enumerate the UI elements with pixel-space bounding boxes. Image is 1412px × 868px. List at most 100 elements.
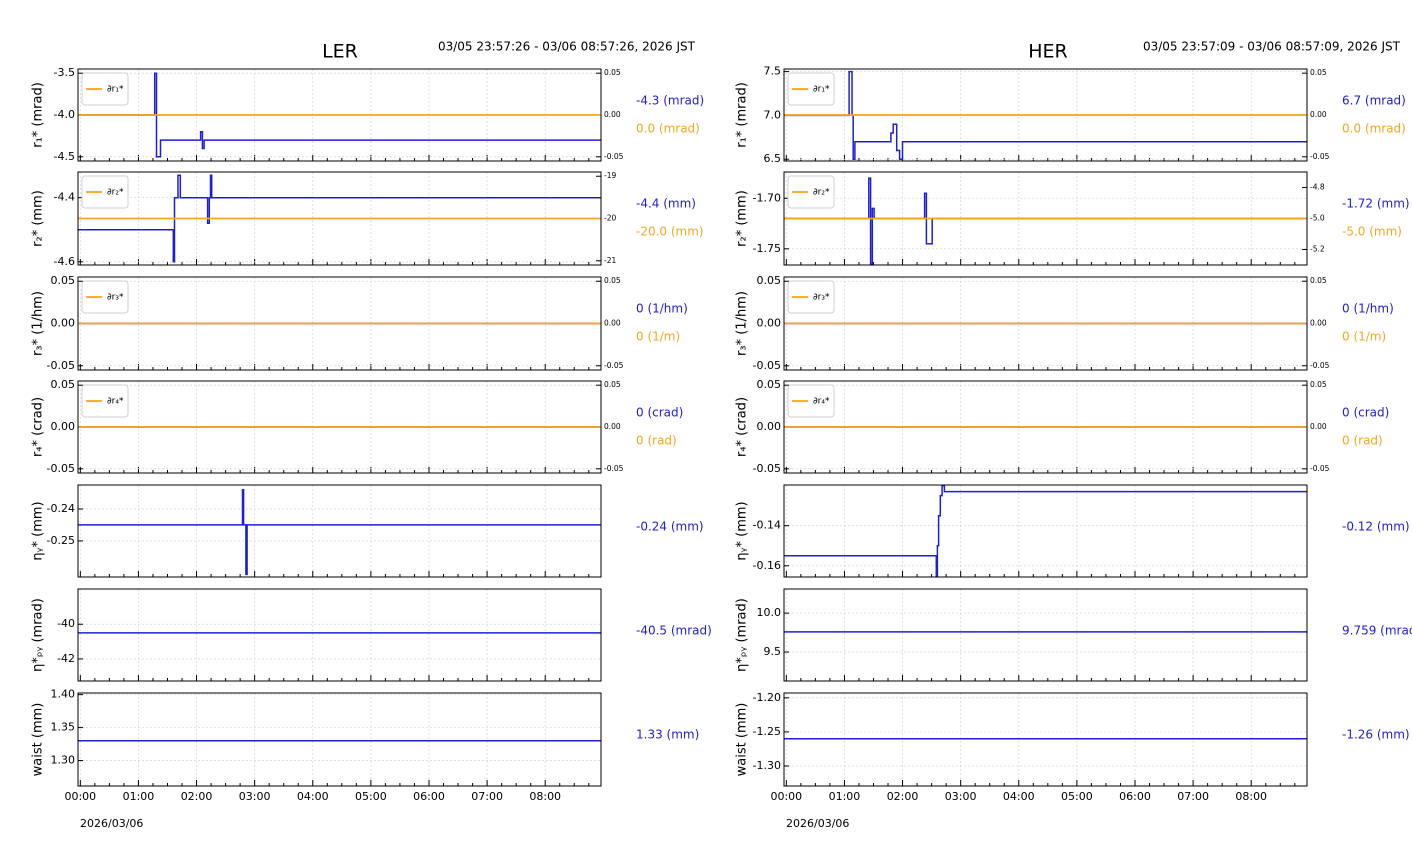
- y-tick-label: -0.05: [47, 359, 75, 372]
- y-axis-label: η*ₚᵧ (mrad): [31, 598, 46, 672]
- x-tick-label: 07:00: [1177, 790, 1209, 803]
- y2-tick-label: 0.05: [1310, 380, 1327, 389]
- panel-ler: LER 03/05 23:57:26 - 03/06 08:57:26, 2026…: [31, 40, 712, 831]
- y-tick-label: -1.70: [753, 191, 781, 204]
- plot-frame: [784, 589, 1307, 681]
- current-value: -40.5 (mrad): [636, 624, 712, 638]
- legend-label: ∂r₁*: [107, 85, 124, 95]
- reference-value: 0 (1/m): [1342, 330, 1386, 344]
- y2-tick-label: 0.00: [604, 110, 621, 119]
- y2-tick-label: -19: [604, 171, 616, 180]
- legend-label: ∂r₃*: [107, 293, 124, 303]
- time-range: 03/05 23:57:26 - 03/06 08:57:26, 2026 JS…: [438, 40, 696, 54]
- y2-tick-label: 0.05: [604, 380, 621, 389]
- current-value: -0.24 (mm): [636, 520, 704, 534]
- x-tick-label: 02:00: [181, 790, 213, 803]
- y-axis-label: r₁* (mrad): [31, 82, 46, 148]
- y-axis-label: r₁* (mrad): [735, 82, 750, 148]
- x-tick-label: 00:00: [64, 790, 96, 803]
- x-tick-label: 00:00: [770, 790, 802, 803]
- x-tick-label: 08:00: [529, 790, 561, 803]
- legend: ∂r₃*: [82, 281, 128, 313]
- x-tick-label: 08:00: [1235, 790, 1267, 803]
- y-tick-label: 7.0: [764, 108, 782, 121]
- y-tick-label: -4.6: [54, 255, 75, 268]
- y2-tick-label: -0.05: [1310, 361, 1330, 370]
- y-tick-label: -0.25: [47, 534, 75, 547]
- time-range: 03/05 23:57:09 - 03/06 08:57:09, 2026 JS…: [1143, 40, 1401, 54]
- current-value: -0.12 (mm): [1342, 520, 1410, 534]
- x-tick-label: 06:00: [1119, 790, 1151, 803]
- subplot-3: 0.050.00-0.050.050.00-0.05∂r₃*r₃* (1/hm)…: [31, 274, 688, 372]
- y-tick-label: -0.05: [753, 359, 781, 372]
- plot-frame: [784, 693, 1307, 786]
- y-tick-label: 6.5: [764, 152, 782, 165]
- current-value: 6.7 (mrad): [1342, 94, 1406, 108]
- subplot-6: 10.09.5η*ₚᵧ (mrad)9.759 (mrad): [735, 589, 1412, 681]
- subplot-2: -1.70-1.75-4.8-5.0-5.2∂r₂*r₂* (mm)-1.72 …: [735, 172, 1410, 265]
- y-tick-label: 0.00: [757, 317, 782, 330]
- y-axis-label: r₄* (crad): [31, 397, 46, 457]
- y-tick-label: -0.16: [753, 559, 781, 572]
- current-value: 0 (1/hm): [1342, 302, 1394, 316]
- y2-tick-label: 0.00: [1310, 319, 1327, 328]
- y-axis-label: ηᵧ* (mm): [735, 501, 750, 560]
- current-value: -4.4 (mm): [636, 197, 696, 211]
- x-tick-label: 03:00: [239, 790, 271, 803]
- x-tick-label: 04:00: [1003, 790, 1035, 803]
- y-tick-label: 0.00: [51, 317, 76, 330]
- x-tick-label: 05:00: [1061, 790, 1093, 803]
- legend-label: ∂r₄*: [813, 397, 830, 407]
- y-tick-label: 0.05: [757, 378, 782, 391]
- reference-value: 0 (rad): [636, 434, 677, 448]
- subplot-6: -40-42η*ₚᵧ (mrad)-40.5 (mrad): [31, 589, 712, 681]
- y-tick-label: -4.0: [54, 108, 75, 121]
- date-label: 2026/03/06: [786, 817, 849, 830]
- y-axis-label: r₃* (1/hm): [735, 291, 750, 356]
- reference-value: 0 (1/m): [636, 330, 680, 344]
- y-tick-label: 0.00: [51, 420, 76, 433]
- current-value: -1.72 (mm): [1342, 197, 1410, 211]
- subplot-4: 0.050.00-0.050.050.00-0.05∂r₄*r₄* (crad)…: [735, 378, 1390, 475]
- y2-tick-label: -0.05: [604, 152, 624, 161]
- y2-tick-label: -5.2: [1310, 245, 1325, 254]
- legend: ∂r₁*: [788, 73, 834, 105]
- x-tick-label: 07:00: [471, 790, 503, 803]
- y-tick-label: -3.5: [54, 66, 75, 79]
- y2-tick-label: 0.05: [1310, 276, 1327, 285]
- y2-tick-label: -21: [604, 256, 616, 265]
- legend-label: ∂r₂*: [813, 188, 830, 198]
- y-tick-label: -4.5: [54, 150, 75, 163]
- legend: ∂r₂*: [82, 176, 128, 208]
- y-axis-label: η*ₚᵧ (mrad): [735, 598, 750, 672]
- legend-label: ∂r₂*: [107, 188, 124, 198]
- y-tick-label: -1.20: [753, 691, 781, 704]
- y2-tick-label: 0.00: [604, 422, 621, 431]
- panel-title: LER: [322, 41, 358, 63]
- plot-frame: [784, 485, 1307, 577]
- subplot-2: -4.4-4.6-19-20-21∂r₂*r₂* (mm)-4.4 (mm)-2…: [31, 171, 704, 268]
- reference-value: -5.0 (mm): [1342, 225, 1402, 239]
- y2-tick-label: -0.05: [1310, 152, 1330, 161]
- y-axis-label: waist (mm): [735, 703, 750, 777]
- y-tick-label: 9.5: [764, 645, 782, 658]
- legend: ∂r₂*: [788, 176, 834, 208]
- legend: ∂r₄*: [788, 385, 834, 417]
- y-tick-label: 1.30: [51, 754, 76, 767]
- legend-label: ∂r₃*: [813, 293, 830, 303]
- y-axis-label: ηᵧ* (mm): [31, 501, 46, 560]
- x-tick-label: 03:00: [945, 790, 977, 803]
- legend-label: ∂r₁*: [813, 85, 830, 95]
- y-tick-label: 10.0: [757, 606, 782, 619]
- series-line-primary: [784, 178, 1307, 264]
- y-axis-label: r₄* (crad): [735, 397, 750, 457]
- current-value: 1.33 (mm): [636, 728, 699, 742]
- reference-value: 0.0 (mrad): [1342, 122, 1406, 136]
- y-tick-label: 0.00: [757, 420, 782, 433]
- current-value: 0 (crad): [636, 406, 683, 420]
- y-axis-label: waist (mm): [31, 703, 46, 777]
